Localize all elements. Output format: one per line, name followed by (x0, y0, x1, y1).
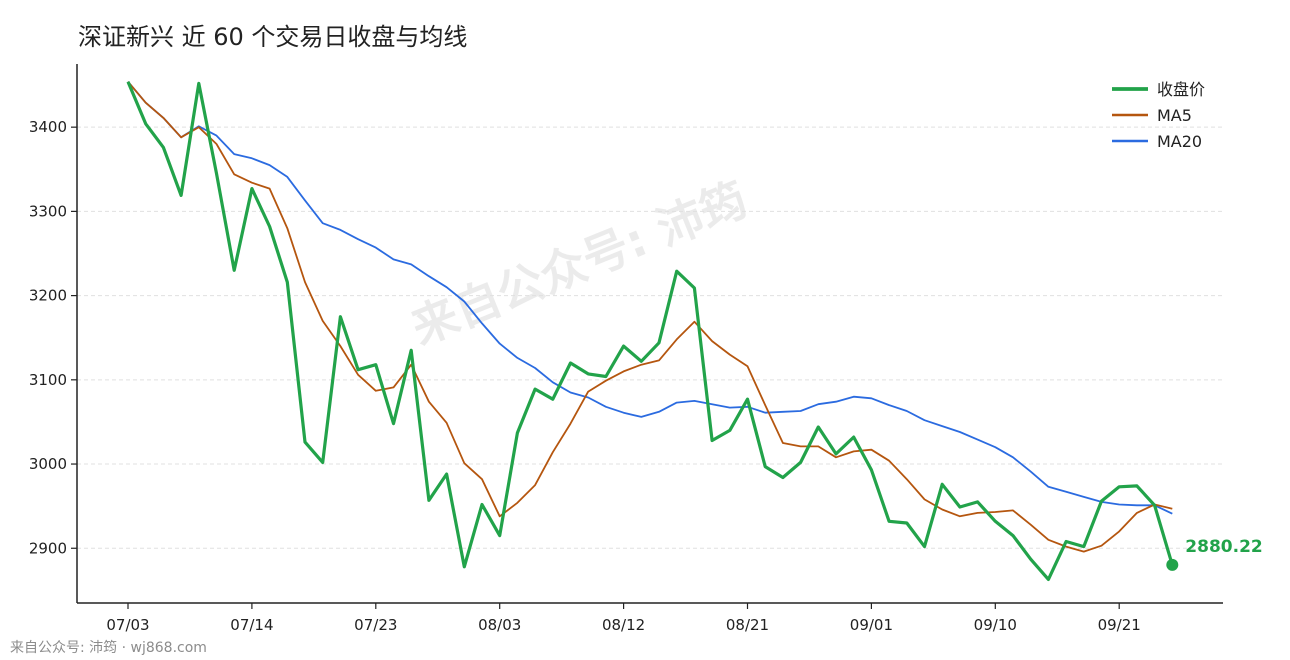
x-tick-label: 09/21 (1098, 616, 1141, 634)
watermark: 来自公众号: 沛筠 (404, 172, 755, 356)
legend: 收盘价 MA5 MA20 (1112, 80, 1205, 151)
last-close-marker (1166, 558, 1179, 571)
x-tick-label: 07/23 (354, 616, 397, 634)
y-tick-label: 3200 (29, 287, 67, 305)
y-tick-label: 3400 (29, 118, 67, 136)
series-lines: 2880.22 (126, 81, 1263, 582)
x-tick-label: 08/03 (478, 616, 521, 634)
x-tick-label: 07/03 (106, 616, 149, 634)
x-tick-label: 09/01 (850, 616, 893, 634)
y-tick-label: 3300 (29, 202, 67, 220)
axes (76, 64, 1223, 604)
x-tick-label: 09/10 (974, 616, 1017, 634)
x-axis-ticks: 07/03 07/14 07/23 08/03 08/12 08/21 09/01 09/10… (106, 603, 1141, 634)
series-line-ma5 (127, 81, 1173, 553)
chart-title: 深证新兴 近 60 个交易日收盘与均线 (78, 23, 467, 51)
series-line-close (126, 81, 1174, 582)
footer-credit: 来自公众号: 沛筠 · wj868.com (10, 640, 207, 656)
y-axis-ticks: 2900 3000 3100 3200 3300 3400 (29, 118, 77, 557)
legend-label-ma5: MA5 (1157, 106, 1192, 125)
x-tick-label: 08/12 (602, 616, 645, 634)
x-tick-label: 08/21 (726, 616, 769, 634)
series-line-ma20 (127, 81, 1173, 515)
legend-label-close: 收盘价 (1157, 80, 1205, 99)
legend-label-ma20: MA20 (1157, 132, 1202, 151)
gridlines (77, 126, 1223, 549)
last-close-label: 2880.22 (1185, 537, 1262, 557)
x-tick-label: 07/14 (230, 616, 273, 634)
y-tick-label: 3000 (29, 455, 67, 473)
y-tick-label: 3100 (29, 371, 67, 389)
y-tick-label: 2900 (29, 539, 67, 557)
